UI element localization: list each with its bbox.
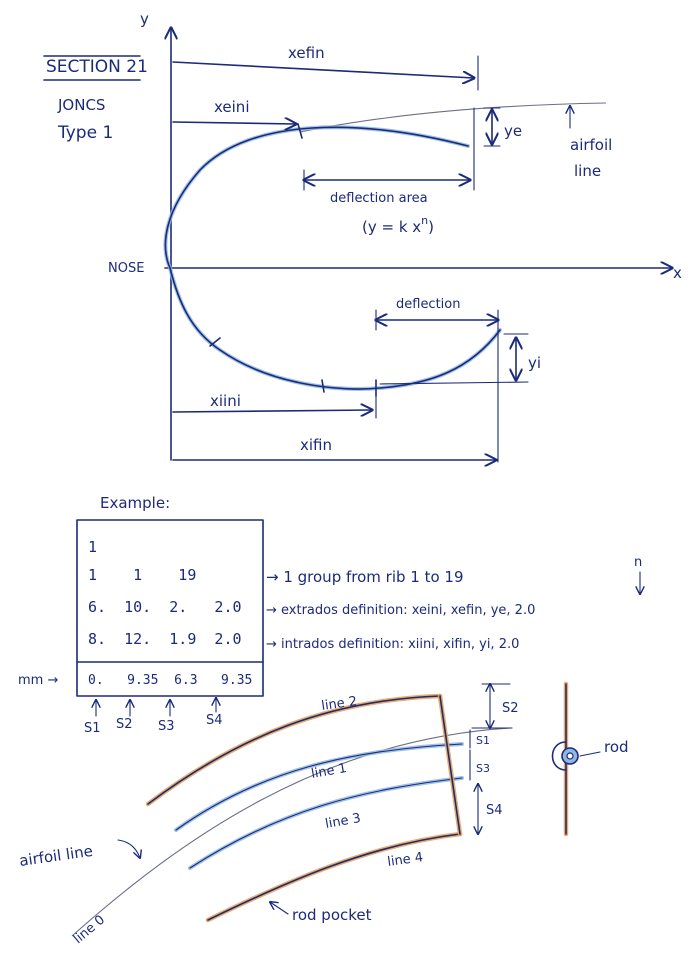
xeini-label: xeini xyxy=(214,98,250,116)
s3-dim-label: S3 xyxy=(476,762,490,775)
rod-center xyxy=(566,752,574,760)
s2-label: S2 xyxy=(116,717,133,732)
s2-dim-label: S2 xyxy=(502,701,519,716)
line-1-label: line 1 xyxy=(310,761,348,782)
yi-label: yi xyxy=(528,354,541,372)
s4-label: S4 xyxy=(206,713,223,728)
xifin-label: xifin xyxy=(300,436,332,454)
n-label: n xyxy=(634,555,642,570)
line-3 xyxy=(189,777,463,869)
rod-pocket-pointer xyxy=(270,902,289,915)
s3-label: S3 xyxy=(158,719,175,734)
s1-dim-label: S1 xyxy=(476,734,490,747)
line-3-label: line 3 xyxy=(324,811,362,832)
line-2-label: line 2 xyxy=(320,694,358,714)
xefin-dimension xyxy=(172,61,474,78)
deflection-label: deflection xyxy=(396,297,461,312)
example-row-4: 8. 12. 1.9 2.0 xyxy=(88,630,242,648)
airfoil-line-label-1: airfoil xyxy=(570,136,612,154)
airfoil-profile xyxy=(164,126,501,390)
line-4-label: line 4 xyxy=(386,850,424,870)
tick-lower-1 xyxy=(209,337,221,347)
example-row-3: 6. 10. 2. 2.0 xyxy=(88,598,242,616)
example-title: Example: xyxy=(100,494,170,512)
y-axis-label: y xyxy=(140,10,149,28)
rod-pocket-diagram: line 2 line 1 line 3 line 4 line 0 airfo… xyxy=(18,681,629,948)
rod-label: rod xyxy=(604,738,629,756)
yi-bottom-line xyxy=(379,381,529,385)
rod-pointer xyxy=(579,751,601,757)
note-intrados: → intrados definition: xiini, xifin, yi,… xyxy=(266,637,519,652)
type-label: Type 1 xyxy=(57,123,113,143)
right-edge xyxy=(439,695,461,835)
deflection-area-label: deflection area xyxy=(330,191,428,206)
spacing-row: 0. 9.35 6.3 9.35 xyxy=(88,673,252,688)
top-section-diagram: SECTION 21 JONCS Type 1 y x NOSE airfoil… xyxy=(43,10,682,462)
line-4 xyxy=(207,833,461,921)
ye-label: ye xyxy=(504,122,522,140)
line-0-label: line 0 xyxy=(71,913,108,948)
tick-lower-2 xyxy=(321,379,325,393)
s1-label: S1 xyxy=(84,721,101,736)
xiini-label: xiini xyxy=(210,392,241,410)
xeini-dimension xyxy=(172,122,296,124)
line-0 xyxy=(71,727,511,937)
note-group: → 1 group from rib 1 to 19 xyxy=(266,568,464,586)
xefin-label: xefin xyxy=(288,44,325,62)
example-row-2: 1 1 19 xyxy=(88,566,196,584)
note-extrados: → extrados definition: xeini, xefin, ye,… xyxy=(266,603,535,618)
mm-label: mm → xyxy=(18,673,58,688)
formula-label: (y = k xn) xyxy=(362,214,434,236)
example-section: Example: 1 1 1 19 6. 10. 2. 2.0 8. 12. 1… xyxy=(18,494,642,736)
tick-xeini xyxy=(297,123,303,139)
x-axis-label: x xyxy=(673,264,682,282)
example-box xyxy=(76,519,264,697)
xiini-dimension xyxy=(172,410,372,412)
example-row-1: 1 xyxy=(88,538,97,556)
rod-pocket-label: rod pocket xyxy=(292,906,372,924)
airfoil-line-label: airfoil line xyxy=(18,842,94,870)
line-1 xyxy=(175,743,463,831)
section-title: SECTION 21 xyxy=(46,57,148,77)
profile-highlight xyxy=(163,125,502,391)
nose-label: NOSE xyxy=(108,261,144,276)
airfoil-line-pointer xyxy=(117,839,140,858)
line-2 xyxy=(147,695,441,805)
rod-pocket-curve xyxy=(551,741,567,771)
joncs-label: JONCS xyxy=(57,96,105,114)
s4-dim-label: S4 xyxy=(486,803,503,818)
airfoil-line-label-2: line xyxy=(574,162,601,180)
